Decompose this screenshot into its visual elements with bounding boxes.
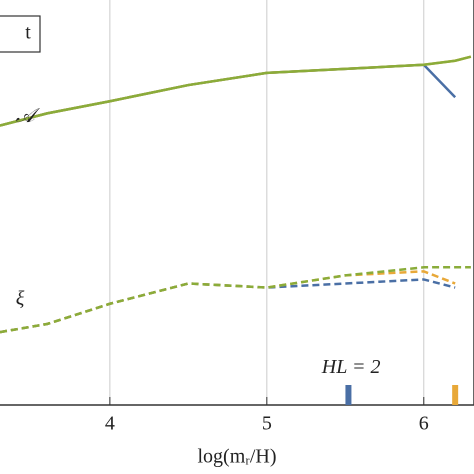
plot-frame <box>0 0 474 406</box>
annotation: ξ <box>16 287 25 309</box>
x-tick-label: 4 <box>105 413 115 435</box>
series-line <box>0 266 471 334</box>
series-line <box>0 278 456 334</box>
corner-label: t <box>25 22 31 44</box>
series-line <box>0 55 472 127</box>
x-axis-label: log(mᵣ/H) <box>197 446 276 468</box>
x-tick-label: 6 <box>419 413 429 435</box>
annotation: 𝒜 <box>16 105 41 127</box>
series-line <box>0 270 456 334</box>
series-line <box>0 63 457 127</box>
hl-marker <box>345 385 352 405</box>
hl-marker <box>452 385 459 405</box>
legend-box <box>0 15 41 53</box>
x-tick-label: 5 <box>262 413 272 435</box>
annotation: HL = 2 <box>321 356 381 378</box>
